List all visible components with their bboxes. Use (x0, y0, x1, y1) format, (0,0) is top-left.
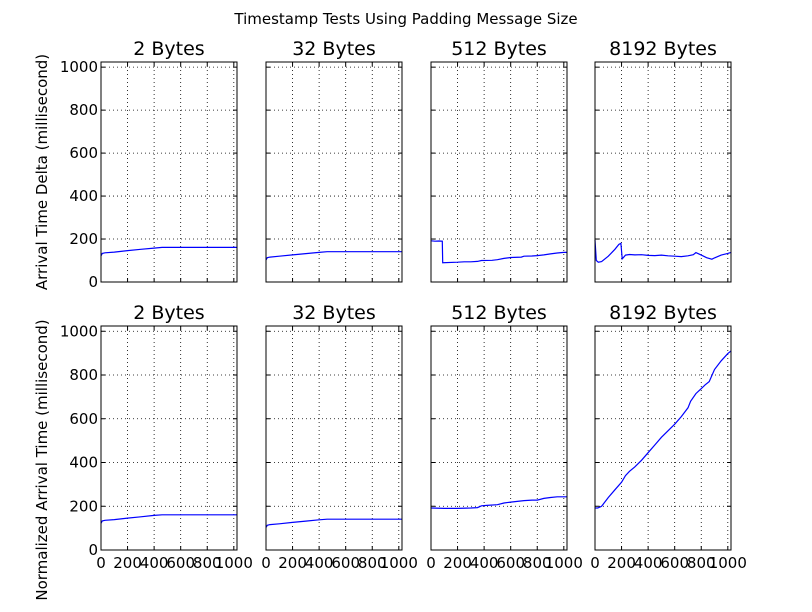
panel-title: 8192 Bytes (609, 38, 717, 60)
row-1-ylabel: Arrival Time Delta (millisecond) (33, 54, 51, 290)
y-tick-label: 400 (69, 454, 98, 472)
y-tick-label: 800 (69, 101, 98, 119)
x-tick-label: 0 (590, 554, 600, 572)
plot-frame (430, 61, 568, 283)
y-tick-label: 1000 (60, 322, 98, 340)
plot-frame (594, 61, 732, 283)
y-tick-label: 0 (88, 541, 98, 559)
series-line (430, 240, 567, 264)
series-line (100, 514, 237, 524)
x-tick-label: 1000 (545, 554, 583, 572)
series-line (265, 251, 402, 261)
panel-title: 8192 Bytes (609, 302, 717, 324)
panel-r1-c1: 2 Bytes 0 200 400 600 800 1000 (60, 38, 238, 291)
y-tick-label: 200 (69, 497, 98, 515)
series-line (100, 246, 237, 257)
x-tick-label: 400 (634, 554, 663, 572)
x-tick-label: 0 (426, 554, 436, 572)
x-tick-label: 1000 (380, 554, 418, 572)
series-line (594, 240, 732, 263)
x-tick-label: 400 (140, 554, 169, 572)
panel-r1-c2: 32 Bytes (265, 38, 403, 283)
panel-title: 32 Bytes (292, 302, 376, 324)
figure-title: Timestamp Tests Using Padding Message Si… (233, 10, 577, 28)
panel-title: 32 Bytes (292, 38, 376, 60)
x-tick-label: 400 (305, 554, 334, 572)
row-2-ylabel: Normalized Arrival Time (millisecond) (33, 319, 51, 600)
x-tick-label: 600 (331, 554, 360, 572)
x-tick-label: 0 (96, 554, 106, 572)
series-line (595, 350, 732, 509)
x-tick-label: 200 (113, 554, 142, 572)
y-tick-label: 1000 (60, 58, 98, 76)
x-tick-label: 600 (496, 554, 525, 572)
x-tick-label: 800 (358, 554, 387, 572)
x-tick-label: 0 (261, 554, 271, 572)
x-tick-label: 800 (523, 554, 552, 572)
panel-title: 512 Bytes (451, 302, 547, 324)
panel-title: 2 Bytes (133, 38, 204, 60)
y-tick-label: 600 (69, 144, 98, 162)
panel-title: 2 Bytes (133, 302, 204, 324)
x-tick-label: 800 (687, 554, 716, 572)
y-tick-label: 0 (88, 273, 98, 291)
x-tick-label: 200 (443, 554, 472, 572)
x-tick-label: 200 (278, 554, 307, 572)
panel-r1-c3: 512 Bytes (430, 38, 568, 283)
plot-frame (265, 325, 403, 551)
plot-frame (430, 325, 568, 551)
series-line (265, 518, 402, 528)
y-tick-label: 800 (69, 366, 98, 384)
plot-frame (265, 61, 403, 283)
panel-title: 512 Bytes (451, 38, 547, 60)
y-tick-label: 200 (69, 230, 98, 248)
x-tick-label: 400 (470, 554, 499, 572)
x-tick-label: 200 (607, 554, 636, 572)
plot-frame (594, 325, 732, 551)
plot-frame (100, 61, 238, 283)
panel-r1-c4: 8192 Bytes (594, 38, 732, 283)
plot-frame (100, 325, 238, 551)
x-tick-label: 800 (193, 554, 222, 572)
y-tick-label: 600 (69, 410, 98, 428)
x-tick-label: 600 (166, 554, 195, 572)
series-line (430, 496, 567, 509)
x-tick-label: 600 (660, 554, 689, 572)
x-tick-label: 1000 (709, 554, 747, 572)
x-tick-label: 1000 (215, 554, 253, 572)
y-tick-label: 400 (69, 187, 98, 205)
